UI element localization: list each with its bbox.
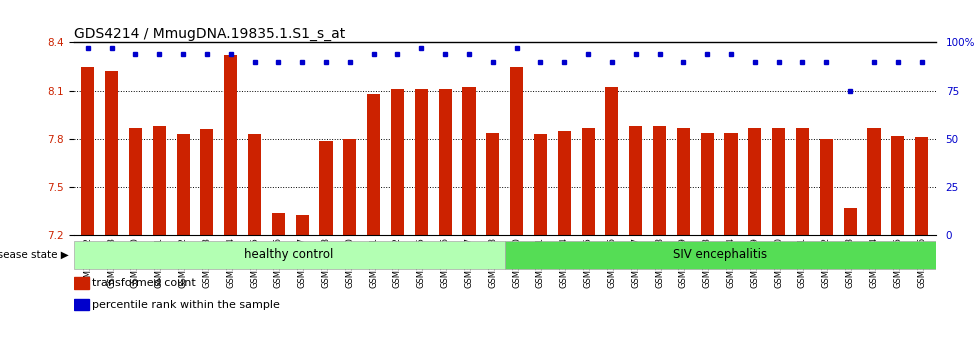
Bar xyxy=(749,128,761,235)
Bar xyxy=(629,126,642,235)
Text: SIV encephalitis: SIV encephalitis xyxy=(673,249,767,261)
Bar xyxy=(772,128,785,235)
Bar xyxy=(486,132,500,235)
Text: transformed count: transformed count xyxy=(91,278,195,288)
Bar xyxy=(368,94,380,235)
Bar xyxy=(891,136,905,235)
Bar xyxy=(463,87,475,235)
Bar xyxy=(81,67,94,235)
Bar xyxy=(796,128,809,235)
Bar xyxy=(319,141,332,235)
Text: healthy control: healthy control xyxy=(244,249,334,261)
Bar xyxy=(653,126,666,235)
Bar xyxy=(867,128,880,235)
Bar xyxy=(129,128,142,235)
Bar xyxy=(248,134,261,235)
Bar xyxy=(74,298,89,310)
Bar xyxy=(819,139,833,235)
Bar xyxy=(534,134,547,235)
Bar xyxy=(271,213,285,235)
Bar xyxy=(558,131,570,235)
Bar xyxy=(415,89,428,235)
Bar xyxy=(153,126,166,235)
Bar xyxy=(74,277,89,289)
Bar xyxy=(701,132,713,235)
Bar xyxy=(724,132,738,235)
Bar xyxy=(581,128,595,235)
Bar xyxy=(439,89,452,235)
Text: GDS4214 / MmugDNA.19835.1.S1_s_at: GDS4214 / MmugDNA.19835.1.S1_s_at xyxy=(74,28,345,41)
Bar xyxy=(677,128,690,235)
Bar xyxy=(343,139,357,235)
Text: disease state ▶: disease state ▶ xyxy=(0,250,69,260)
Bar xyxy=(505,241,936,269)
Text: percentile rank within the sample: percentile rank within the sample xyxy=(91,299,279,309)
Bar xyxy=(844,208,857,235)
Bar xyxy=(915,137,928,235)
Bar xyxy=(606,87,618,235)
Bar xyxy=(105,72,119,235)
Bar xyxy=(200,129,214,235)
Bar xyxy=(510,67,523,235)
Bar xyxy=(296,215,309,235)
Bar xyxy=(224,55,237,235)
Bar xyxy=(391,89,404,235)
Bar xyxy=(74,241,505,269)
Bar xyxy=(176,134,190,235)
